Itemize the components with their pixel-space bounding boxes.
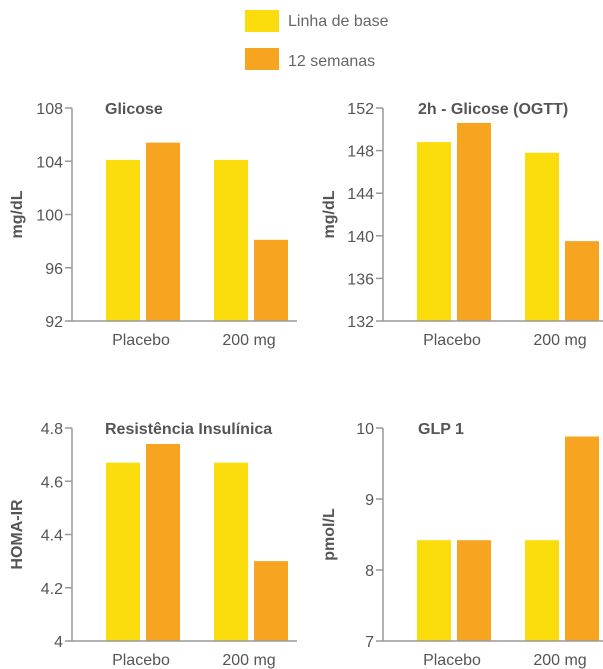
legend-swatch-12-weeks [245, 48, 279, 70]
panel-title: Glicose [105, 101, 163, 118]
chart-panel-2: 132 136 140 144 148 152 Placebo 200 mg 2h - Glic… [321, 101, 603, 349]
bar-baseline-200mg [525, 540, 559, 641]
chart-panel-1: 92 96 100 104 108 Placebo 200 mg Glicose mg/dL [9, 101, 297, 349]
y-tick-label: 96 [45, 261, 63, 278]
bar-baseline-200mg [214, 462, 248, 641]
y-tick-label: 136 [347, 271, 374, 288]
x-tick-label: 200 mg [533, 652, 586, 669]
chart-panel-3: 4 4.2 4.4 4.6 4.8 Placebo 200 mg Resistência In… [9, 421, 297, 669]
y-tick-label: 92 [45, 314, 63, 331]
y-tick-label: 4.6 [41, 474, 63, 491]
legend-label-baseline: Linha de base [288, 13, 389, 30]
legend-item-baseline: Linha de base [245, 10, 389, 32]
bar-12-weeks-200mg [254, 239, 288, 321]
legend-swatch-baseline [245, 10, 279, 32]
bar-baseline-placebo [417, 142, 451, 321]
y-axis-title: mg/dL [321, 190, 338, 238]
chart-panel-4: 7 8 9 10 Placebo 200 mg GLP 1 pmol/L [321, 421, 603, 669]
bar-baseline-200mg [525, 152, 559, 321]
y-axis-title: mg/dL [9, 190, 26, 238]
bar-12-weeks-200mg [565, 436, 599, 641]
bar-12-weeks-placebo [146, 142, 180, 321]
bar-12-weeks-placebo [146, 443, 180, 641]
bar-12-weeks-200mg [254, 561, 288, 641]
bar-12-weeks-placebo [457, 122, 491, 321]
y-tick-label: 140 [347, 229, 374, 246]
panel-title: GLP 1 [418, 421, 464, 438]
y-tick-label: 144 [347, 186, 374, 203]
y-tick-label: 132 [347, 314, 374, 331]
y-axis-title: HOMA-IR [9, 499, 26, 570]
x-tick-label: 200 mg [533, 332, 586, 349]
y-tick-label: 148 [347, 144, 374, 161]
y-axis-title: pmol/L [321, 508, 338, 561]
y-tick-label: 104 [36, 154, 63, 171]
legend: Linha de base 12 semanas [245, 10, 389, 70]
y-tick-label: 4.8 [41, 421, 63, 438]
x-tick-label: 200 mg [222, 652, 275, 669]
x-tick-label: Placebo [423, 652, 481, 669]
y-tick-label: 108 [36, 101, 63, 118]
y-tick-label: 10 [356, 421, 374, 438]
y-tick-label: 8 [365, 563, 374, 580]
bar-baseline-200mg [214, 159, 248, 321]
y-tick-label: 9 [365, 492, 374, 509]
x-tick-label: 200 mg [222, 332, 275, 349]
panel-title: 2h - Glicose (OGTT) [418, 101, 568, 118]
bar-baseline-placebo [417, 540, 451, 641]
bar-baseline-placebo [106, 159, 140, 321]
y-tick-label: 4 [54, 634, 63, 651]
x-tick-label: Placebo [112, 332, 170, 349]
legend-item-12-weeks: 12 semanas [245, 48, 375, 70]
bar-12-weeks-200mg [565, 241, 599, 321]
legend-label-12-weeks: 12 semanas [288, 53, 375, 70]
bar-12-weeks-placebo [457, 540, 491, 641]
y-tick-label: 152 [347, 101, 374, 118]
x-tick-label: Placebo [112, 652, 170, 669]
bar-baseline-placebo [106, 462, 140, 641]
y-tick-label: 4.2 [41, 581, 63, 598]
y-tick-label: 4.4 [41, 528, 63, 545]
y-tick-label: 7 [365, 634, 374, 651]
y-tick-label: 100 [36, 208, 63, 225]
panel-title: Resistência Insulínica [105, 421, 272, 438]
x-tick-label: Placebo [423, 332, 481, 349]
